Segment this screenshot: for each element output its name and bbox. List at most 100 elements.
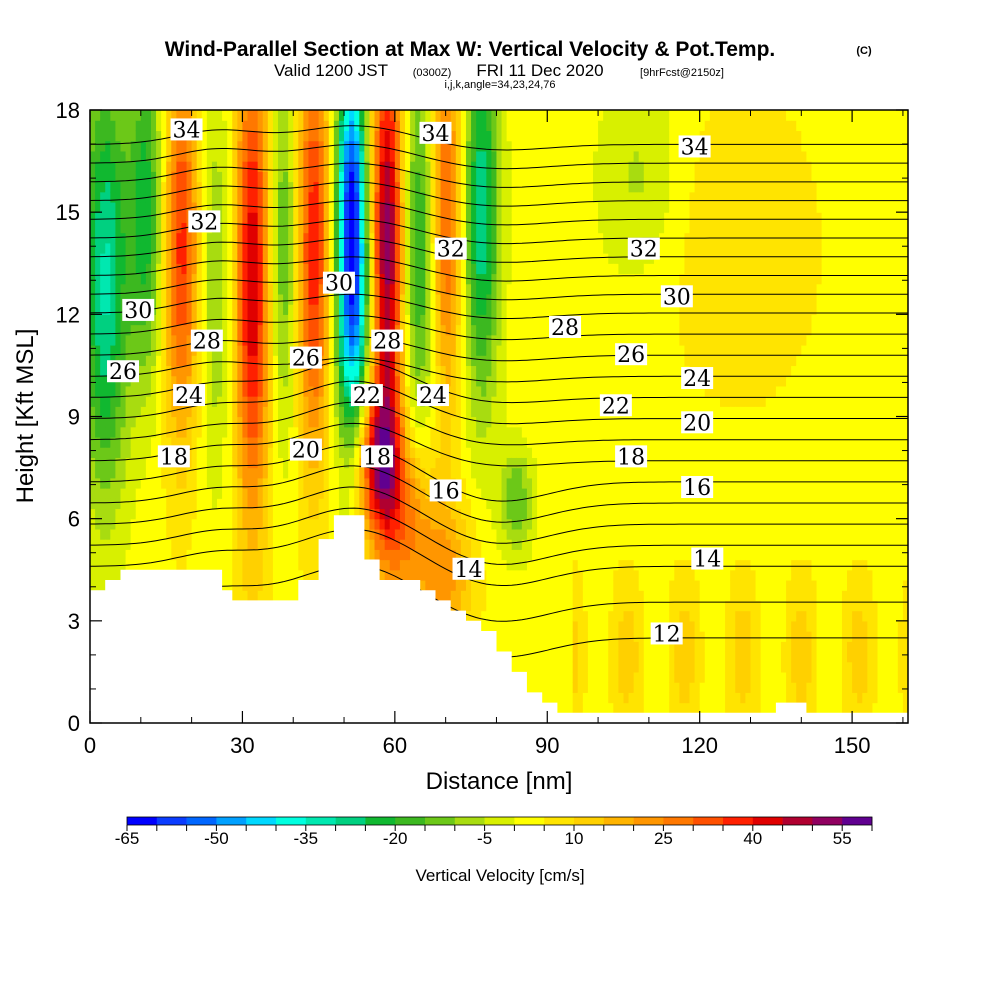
field-cell [247,406,254,418]
field-cell [313,222,320,234]
field-cell [318,477,325,489]
field-cell [140,191,147,203]
field-cell [354,130,360,142]
field-cell [471,171,477,183]
field-cell [318,396,325,407]
field-cell [283,590,289,601]
field-cell [252,232,259,244]
field-cell [344,110,350,121]
field-cell [415,528,421,540]
field-cell [105,191,111,203]
field-cell [359,242,365,254]
field-cell [288,375,294,387]
field-cell [506,549,513,561]
field-cell [262,559,269,571]
field-cell [283,488,289,499]
field-cell [206,232,213,244]
field-cell [455,222,462,234]
field-cell [501,528,508,540]
field-cell [354,436,360,448]
field-cell [308,375,315,387]
field-cell [206,559,213,571]
field-cell [481,212,487,223]
field-cell [399,110,406,121]
field-cell [247,355,254,367]
field-cell [303,201,310,213]
field-cell [471,344,477,356]
field-cell [110,559,116,571]
field-cell [217,406,223,418]
field-cell [161,508,167,520]
field-cell [181,344,188,356]
field-cell [288,569,294,581]
field-cell [277,579,284,591]
field-cell [252,549,259,561]
field-cell [257,161,264,172]
field-cell [359,293,365,305]
field-cell [399,385,406,397]
field-cell [460,355,467,367]
field-cell [242,406,249,418]
field-cell [471,488,477,499]
field-cell [247,334,254,346]
field-cell [135,191,142,203]
field-cell [105,406,111,418]
field-cell [100,314,106,326]
field-cell [257,140,264,152]
field-cell [100,161,106,172]
field-cell [333,467,340,479]
field-cell [349,447,355,458]
field-cell [211,171,218,183]
field-cell [369,191,376,203]
field-cell [206,273,213,285]
field-cell [394,569,401,581]
field-cell [379,528,386,540]
field-cell [389,304,396,315]
field-cell [384,120,391,132]
field-cell [374,222,381,234]
field-cell [100,406,106,418]
field-cell [171,406,177,418]
field-cell [445,283,452,295]
field-cell [506,447,513,458]
field-cell [277,375,284,387]
field-cell [135,110,142,121]
field-cell [257,171,264,183]
field-cell [405,181,411,193]
field-cell [145,365,152,377]
field-cell [359,161,365,172]
field-cell [420,110,426,121]
field-cell [242,150,249,162]
field-cell [105,334,111,346]
field-cell [196,436,203,448]
field-cell [455,447,462,458]
field-cell [501,212,508,223]
field-cell [252,569,259,581]
field-cell [471,396,477,407]
field-cell [181,498,188,510]
field-cell [150,436,157,448]
field-cell [298,396,304,407]
field-cell [156,549,162,561]
field-cell [267,447,274,458]
field-cell [196,283,203,295]
field-cell [125,396,132,407]
field-cell [95,130,101,142]
field-cell [288,293,294,305]
field-cell [100,263,106,275]
field-cell [257,110,264,121]
field-cell [257,508,264,520]
field-cell [415,488,421,499]
field-cell [125,232,132,244]
field-cell [405,426,411,438]
field-cell [465,171,472,183]
field-cell [130,426,137,438]
field-cell [496,110,503,121]
field-cell [145,436,152,448]
field-cell [186,181,193,193]
field-cell [257,304,264,315]
field-cell [455,396,462,407]
field-cell [145,447,152,458]
field-cell [283,334,289,346]
field-cell [506,467,513,479]
